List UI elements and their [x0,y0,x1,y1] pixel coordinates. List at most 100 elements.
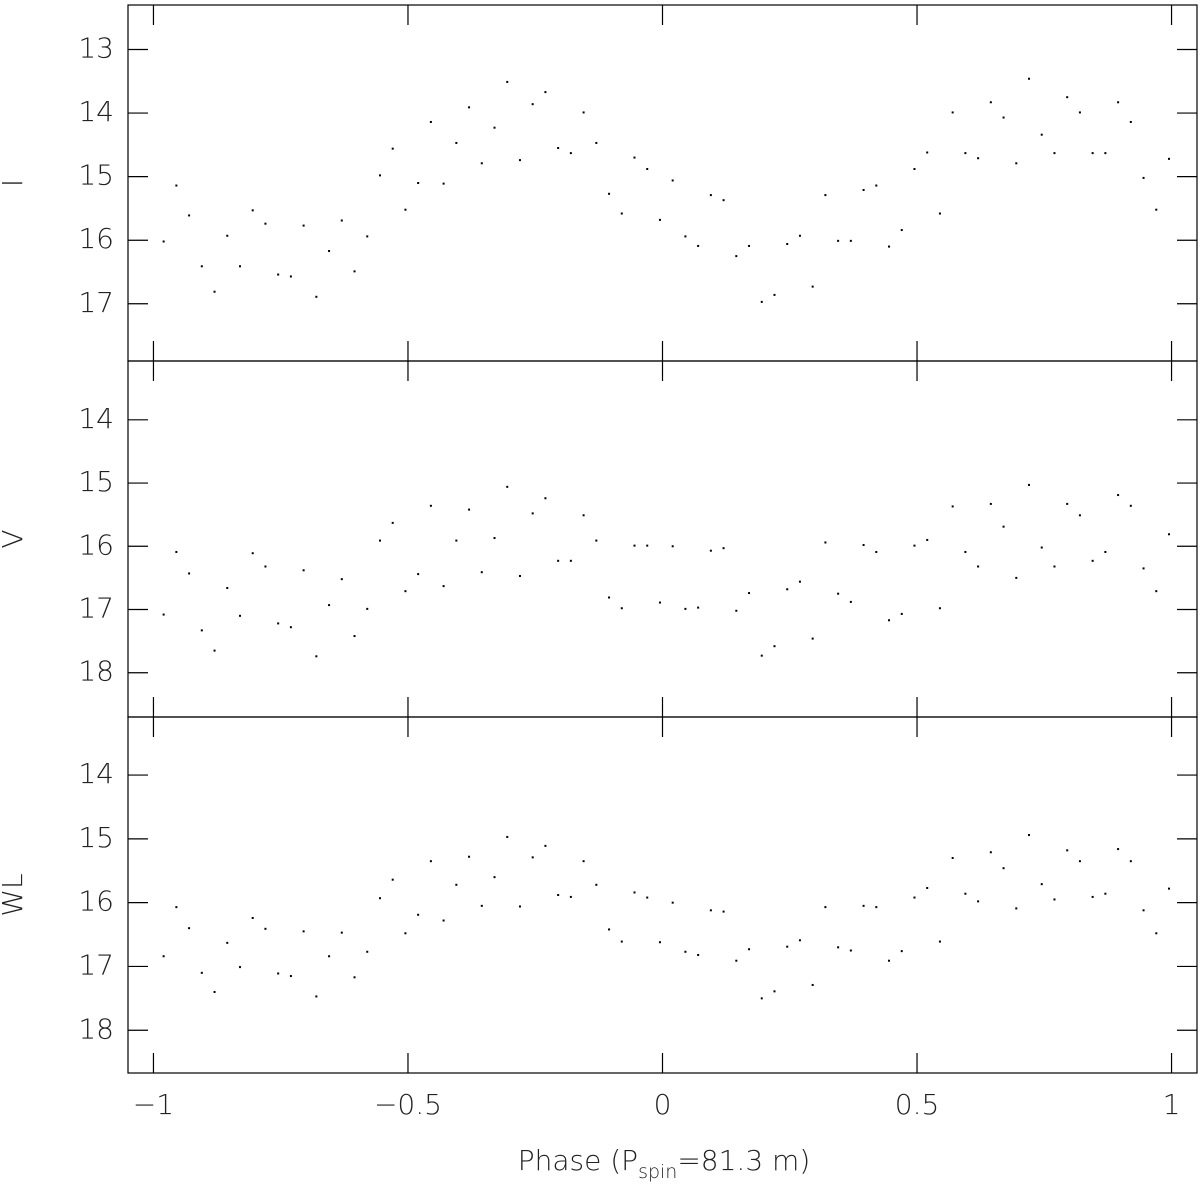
point [493,126,496,129]
point [226,941,229,944]
point [213,990,216,993]
point [340,578,343,581]
point [366,235,369,238]
point [900,612,903,615]
point [671,901,674,904]
point [811,637,814,640]
point [557,147,560,150]
point [888,619,891,622]
point [1066,96,1069,99]
point [684,607,687,610]
point [722,910,725,913]
point [391,521,394,524]
point [315,295,318,298]
point [913,896,916,899]
point [748,948,751,951]
point [1117,494,1120,497]
point [608,596,611,599]
point [1104,152,1107,155]
point [493,537,496,540]
point [531,856,534,859]
y-tick-label: 18 [78,1012,114,1045]
panel-frame [127,4,1198,362]
point [989,502,992,505]
point [468,106,471,109]
point [188,214,191,217]
point [811,285,814,288]
point [722,199,725,202]
point [824,194,827,197]
x-axis-label: Phase (Pspin=81.3 m) [518,1144,811,1183]
point [200,265,203,268]
y-tick-label: 13 [78,32,114,65]
point [1040,546,1043,549]
point [340,931,343,934]
point [646,544,649,547]
point [837,592,840,595]
point [1053,152,1056,155]
point [709,549,712,552]
point [264,222,267,225]
point [429,120,432,123]
x-tick-label: 0 [654,1088,672,1121]
point [569,152,572,155]
point [1091,895,1094,898]
point [1002,867,1005,870]
point [760,654,763,657]
point [1155,932,1158,935]
point [391,878,394,881]
point [302,930,305,933]
point [633,891,636,894]
point [735,255,738,258]
point [658,941,661,944]
y-tick-label: 17 [78,592,114,625]
point [824,541,827,544]
point [175,906,178,909]
point [1040,883,1043,886]
point [697,953,700,956]
point [264,927,267,930]
point [353,976,356,979]
point [1053,898,1056,901]
point [595,539,598,542]
point [1117,848,1120,851]
point [989,851,992,854]
point [162,613,165,616]
point [658,601,661,604]
point [633,156,636,159]
point [913,168,916,171]
point [582,514,585,517]
point [1142,567,1145,570]
point [162,955,165,958]
point [1028,483,1031,486]
point [277,273,280,276]
point [378,897,381,900]
point [315,655,318,658]
point [977,900,980,903]
point [748,244,751,247]
point [735,959,738,962]
point [366,607,369,610]
point [238,966,241,969]
point [378,174,381,177]
point [531,512,534,515]
point [468,855,471,858]
point [1142,909,1145,912]
point [1168,157,1171,160]
point [1002,116,1005,119]
panel-frame [127,716,1198,1074]
point [429,860,432,863]
point [938,940,941,943]
point [646,168,649,171]
point [862,544,865,547]
point [900,950,903,953]
point [1078,514,1081,517]
point [213,649,216,652]
point [1078,111,1081,114]
point [913,544,916,547]
y-tick-label: 16 [78,528,114,561]
point [862,188,865,191]
point [709,194,712,197]
point [938,607,941,610]
